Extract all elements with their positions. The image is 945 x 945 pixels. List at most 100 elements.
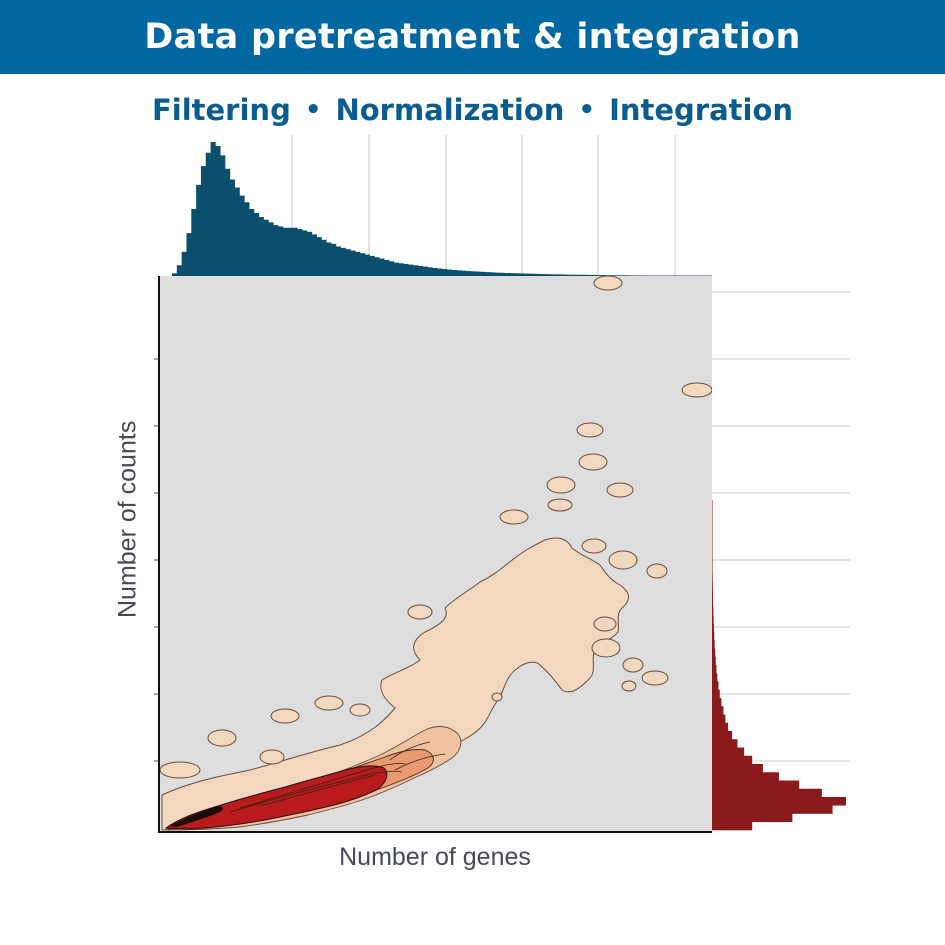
subtitle-filtering: Filtering [151,93,291,127]
top-histogram-bar [191,209,197,276]
subtitle-normalization: Normalization [335,93,565,127]
page-title: Data pretreatment & integration [144,17,801,57]
top-histogram-bar [181,251,187,276]
top-histogram-bar [601,275,607,276]
top-histogram-bar [215,146,221,276]
top-histogram-bar [509,273,515,276]
top-histogram-bar [702,275,708,276]
top-histogram-bar [408,264,414,276]
top-histogram-bar [567,274,573,276]
right-histogram-bar [712,516,713,526]
top-histogram-bar [610,275,616,276]
right-histogram-bar [712,698,722,707]
top-histogram-bar [172,273,178,276]
top-histogram-bar [345,249,351,276]
top-histogram-bar [668,275,674,276]
top-histogram-bar [572,274,578,276]
right-histogram-bar [712,673,718,682]
top-histogram-bar [552,274,559,276]
top-histogram-bar [480,271,486,276]
top-histogram-bar [620,275,626,276]
top-histogram-bar [707,275,713,276]
top-histogram-bar [302,230,308,276]
subtitle-bar: Filtering • Normalization • Integration [0,88,945,132]
top-histogram-bar [220,155,226,276]
top-histogram-bar [210,142,216,276]
top-histogram-bar [263,219,269,276]
top-histogram-bar [543,274,549,276]
right-histogram-bar [712,813,793,823]
top-histogram-bar [258,217,264,276]
top-histogram-bar [456,270,462,276]
right-histogram-bar [712,640,715,649]
top-histogram-bar [307,231,313,276]
top-histogram-bar [562,274,568,276]
top-histogram-bar [388,261,395,276]
right-histogram-bar [712,764,763,773]
right-histogram-bar [712,739,738,748]
right-histogram-bar [712,615,714,625]
top-histogram-bar [239,195,245,276]
right-histogram-bar [712,665,717,674]
top-histogram-bar [605,275,612,276]
right-histogram-bar [712,714,726,724]
top-histogram-bar [673,275,679,276]
right-histogram-bar [712,557,713,567]
right-histogram-bar [712,574,713,583]
top-histogram-bar [649,275,655,276]
top-histogram-bar [340,247,346,276]
top-histogram-bar [446,269,452,276]
panel-y-ticks [154,358,159,762]
right-histogram-bar [712,566,713,575]
x-axis-label: Number of genes [339,843,531,871]
right-histogram-bar [712,755,753,765]
right-histogram-bar [712,648,716,658]
top-histogram-bar [282,227,289,276]
top-histogram-bar [461,270,467,276]
subtitle-separator-2: • [578,95,596,125]
top-histogram-bar [523,273,530,276]
right-histogram-bar [712,797,846,806]
top-histogram-bar [422,266,428,276]
top-histogram-bar [379,258,385,276]
top-histogram-bar [683,275,689,276]
right-histogram-bar [712,582,713,592]
top-histogram-bar [437,268,443,276]
top-histogram-bar [697,275,703,276]
top-histogram-bar [321,239,327,276]
right-histogram-bar [712,689,720,699]
top-histogram-bar [335,246,342,276]
right-histogram-bar [712,731,733,740]
top-histogram-bar [196,184,202,276]
top-histogram-bar [485,272,491,276]
subtitle-integration: Integration [609,93,794,127]
top-histogram-bar [384,259,390,276]
top-histogram-bar [528,273,534,276]
top-histogram-bar [663,275,669,276]
top-histogram-bar [205,152,211,276]
top-histogram-bar [557,274,563,276]
right-histogram-bar [712,500,713,509]
top-histogram-bar [495,272,501,276]
top-histogram-bar [687,275,694,276]
top-histogram-bar [186,233,192,276]
top-histogram-bar [577,274,583,276]
top-histogram-bar [427,267,433,276]
top-histogram-bar [615,275,621,276]
top-histogram-bar [596,275,602,276]
top-histogram-bar [360,253,366,276]
top-histogram-bar [244,202,250,276]
top-histogram-bar [273,225,279,276]
right-histogram-bar [712,772,779,781]
top-histogram-bar [292,227,298,276]
top-histogram-bar [225,168,231,276]
top-histogram-bar [297,229,303,276]
density-contours [160,276,712,831]
density-contour-lines [229,741,446,813]
right-histogram-gridlines [712,291,850,762]
top-histogram [172,142,713,276]
top-histogram-bar [350,250,356,276]
subtitle-separator-1: • [304,95,322,125]
right-histogram-bar [712,607,714,616]
top-histogram-bar [538,273,544,276]
